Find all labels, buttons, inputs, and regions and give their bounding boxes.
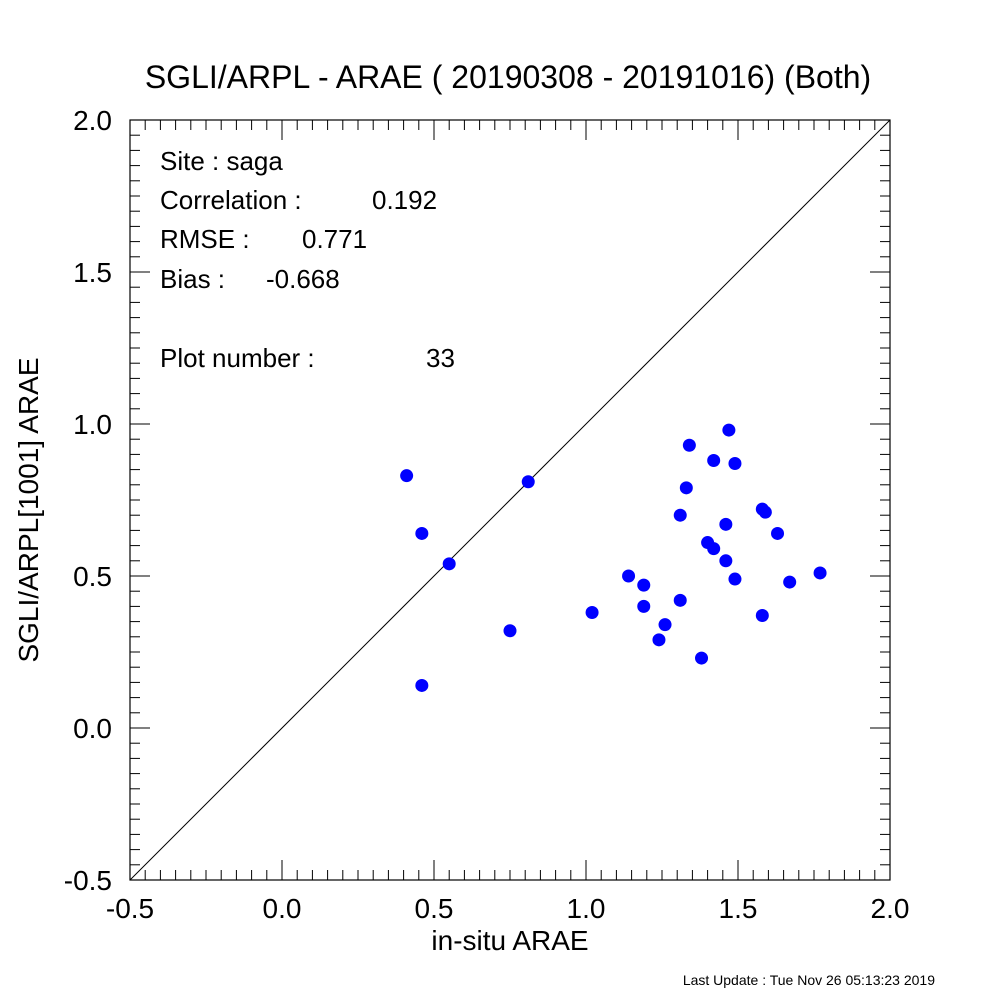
data-point <box>813 566 827 580</box>
data-point <box>722 423 736 437</box>
x-tick-label: 0.0 <box>263 893 302 924</box>
data-point <box>400 469 414 483</box>
y-tick-label: -0.5 <box>64 865 112 896</box>
data-point <box>682 438 696 452</box>
data-point <box>771 526 785 540</box>
plot-number-label: Plot number : <box>160 343 315 373</box>
data-point <box>719 554 733 568</box>
data-point <box>755 609 769 623</box>
data-points <box>400 423 827 692</box>
data-point <box>637 578 651 592</box>
x-tick-label: 0.5 <box>415 893 454 924</box>
data-point <box>622 569 636 583</box>
rmse-value: 0.771 <box>302 224 367 254</box>
bias-label: Bias : <box>160 264 225 294</box>
y-tick-label: 1.0 <box>73 409 112 440</box>
data-point <box>585 605 599 619</box>
last-update-footer: Last Update : Tue Nov 26 05:13:23 2019 <box>683 972 935 988</box>
axis-tick-labels: -0.5 0.0 0.5 1.0 1.5 2.0 -0.5 0.0 0.5 1.0 1.5 2.0 <box>64 105 910 924</box>
y-tick-label: 0.0 <box>73 713 112 744</box>
data-point <box>728 457 742 471</box>
axis-ticks <box>129 119 891 881</box>
y-tick-label: 2.0 <box>73 105 112 136</box>
correlation-label: Correlation : <box>160 185 302 215</box>
data-point <box>679 481 693 495</box>
y-tick-label: 1.5 <box>73 257 112 288</box>
data-point <box>783 575 797 589</box>
data-point <box>652 633 666 647</box>
data-point <box>707 542 721 556</box>
chart-title: SGLI/ARPL - ARAE ( 20190308 - 20191016) … <box>145 59 871 95</box>
y-tick-label: 0.5 <box>73 561 112 592</box>
x-axis-label: in-situ ARAE <box>431 925 588 956</box>
data-point <box>728 572 742 586</box>
bias-value: -0.668 <box>266 264 340 294</box>
x-tick-label: 2.0 <box>871 893 910 924</box>
site-text: Site : saga <box>160 146 283 176</box>
data-point <box>673 508 687 522</box>
x-tick-label: 1.5 <box>719 893 758 924</box>
data-point <box>758 505 772 519</box>
data-point <box>719 517 733 531</box>
data-point <box>503 624 517 638</box>
rmse-label: RMSE : <box>160 224 250 254</box>
one-to-one-line <box>129 119 891 881</box>
data-point <box>658 618 672 632</box>
data-point <box>442 557 456 571</box>
stats-box: Site : saga Correlation : 0.192 RMSE : 0… <box>160 146 455 373</box>
data-point <box>521 475 535 489</box>
data-point <box>415 678 429 692</box>
data-point <box>637 599 651 613</box>
x-tick-label: 1.0 <box>567 893 606 924</box>
x-tick-label: -0.5 <box>106 893 154 924</box>
correlation-value: 0.192 <box>372 185 437 215</box>
data-point <box>707 453 721 467</box>
plot-number-value: 33 <box>426 343 455 373</box>
data-point <box>415 526 429 540</box>
y-axis-label: SGLI/ARPL[1001] ARAE <box>13 357 44 662</box>
data-point <box>695 651 709 665</box>
data-point <box>673 593 687 607</box>
